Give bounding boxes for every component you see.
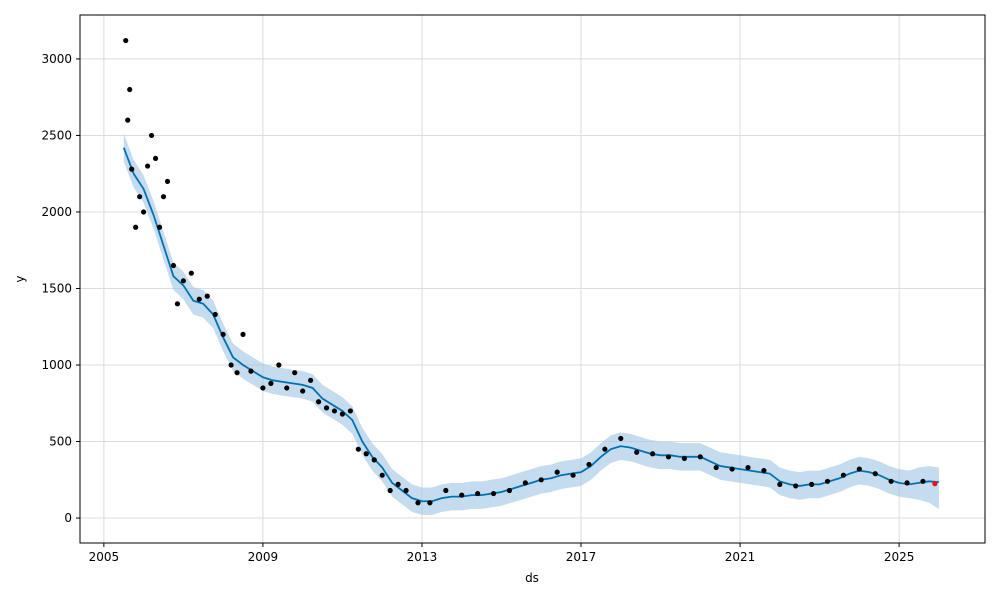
data-point: [475, 490, 481, 497]
data-point: [729, 466, 735, 472]
data-point: [284, 385, 290, 391]
x-tick-label: 2009: [248, 550, 279, 564]
data-point: [618, 435, 624, 442]
data-point: [188, 270, 194, 276]
data-point: [490, 490, 497, 497]
data-point: [174, 301, 181, 307]
forecast-line: [122, 147, 939, 503]
data-point: [240, 331, 246, 338]
y-tick-label: 0: [64, 511, 72, 525]
data-point: [137, 194, 143, 200]
data-point: [234, 370, 240, 376]
data-point: [403, 487, 409, 494]
data-point: [347, 408, 353, 414]
data-point: [141, 209, 147, 215]
data-point: [427, 500, 433, 506]
x-tick-label: 2005: [89, 550, 120, 564]
data-point: [602, 446, 608, 452]
y-tick-label: 2500: [41, 128, 72, 142]
data-point: [276, 362, 282, 368]
data-point: [379, 472, 385, 478]
data-point: [204, 293, 210, 299]
data-point: [920, 478, 926, 484]
data-point: [904, 480, 910, 486]
data-point: [156, 224, 163, 230]
data-point: [133, 224, 139, 230]
data-point: [148, 132, 155, 139]
data-point: [331, 408, 338, 414]
data-point: [355, 446, 361, 452]
x-tick-label: 2025: [884, 550, 915, 564]
x-axis-label: ds: [525, 571, 539, 585]
y-tick-label: 2000: [41, 205, 72, 219]
data-point: [371, 457, 377, 463]
data-point: [856, 466, 862, 472]
data-point: [761, 468, 767, 474]
data-point: [164, 178, 171, 184]
data-point: [793, 483, 799, 489]
data-point: [649, 451, 656, 457]
x-tick-label: 2017: [566, 550, 597, 564]
data-point: [415, 500, 421, 506]
data-point: [363, 451, 369, 457]
data-point: [268, 380, 274, 386]
data-point: [248, 368, 254, 374]
data-point: [123, 37, 129, 44]
data-point: [228, 362, 234, 368]
x-tick-label: 2013: [407, 550, 438, 564]
data-point: [809, 481, 815, 487]
y-tick-label: 3000: [41, 52, 72, 66]
data-point: [665, 454, 672, 460]
data-point: [522, 480, 528, 486]
data-point: [506, 487, 513, 494]
data-point: [745, 464, 751, 471]
data-point: [292, 370, 298, 376]
data-point: [777, 481, 783, 487]
data-point: [300, 388, 306, 394]
data-point: [395, 481, 401, 487]
data-point: [127, 86, 133, 93]
data-point: [840, 472, 847, 478]
data-point: [196, 296, 202, 302]
data-point: [315, 399, 322, 405]
data-point: [387, 487, 393, 494]
plot-frame: [79, 14, 986, 544]
data-point: [713, 464, 719, 471]
y-tick-label: 500: [49, 435, 72, 449]
data-point: [323, 405, 330, 411]
data-point: [570, 472, 576, 478]
data-point: [634, 449, 640, 455]
uncertainty-band: [123, 133, 939, 515]
data-point: [681, 455, 687, 461]
data-point: [308, 377, 314, 383]
data-point: [586, 461, 592, 468]
data-point: [160, 194, 167, 200]
data-point: [170, 262, 177, 269]
data-point: [144, 163, 151, 169]
y-tick-label: 1000: [41, 358, 72, 372]
data-point: [443, 487, 449, 494]
y-axis-label: y: [13, 275, 27, 282]
data-point: [129, 166, 135, 172]
data-point: [872, 471, 878, 477]
data-point: [932, 481, 938, 487]
data-point: [260, 385, 266, 391]
data-point: [220, 331, 226, 338]
data-point: [888, 478, 894, 484]
data-point: [339, 411, 346, 417]
data-point: [180, 278, 186, 284]
data-point: [554, 469, 560, 475]
y-tick-label: 1500: [41, 281, 72, 295]
data-point: [697, 454, 703, 460]
data-point: [824, 478, 831, 484]
data-point: [212, 311, 218, 318]
data-point: [538, 477, 544, 483]
data-point: [125, 117, 131, 123]
x-tick-label: 2021: [725, 550, 756, 564]
data-point: [459, 492, 465, 498]
data-point: [152, 155, 159, 162]
